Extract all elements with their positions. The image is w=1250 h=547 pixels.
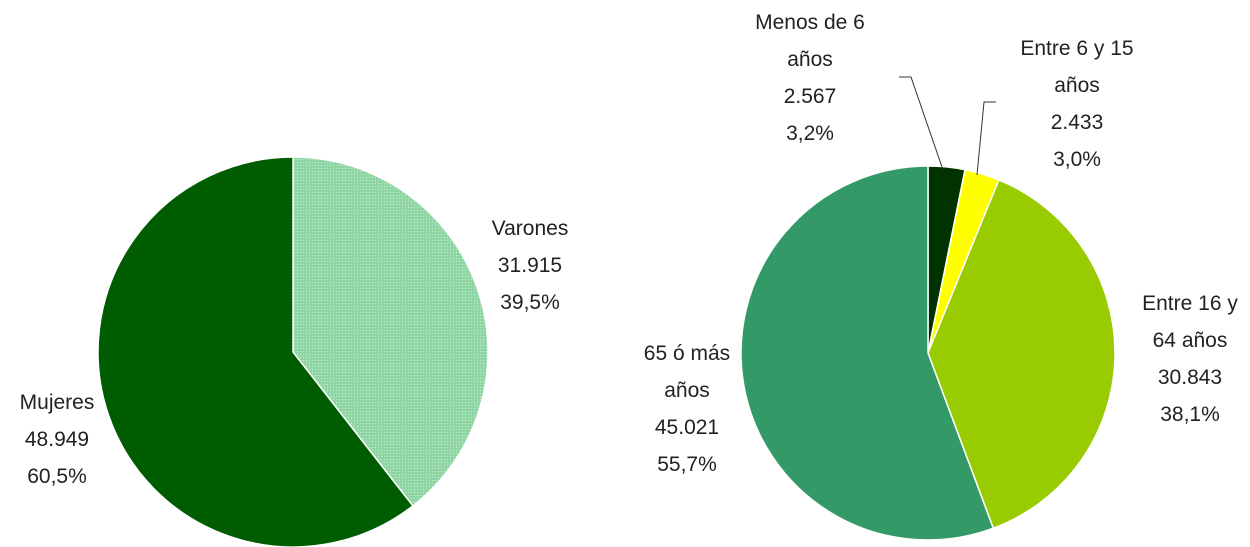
percent-label: 3,0%: [1053, 148, 1101, 171]
pie-slice: [740, 165, 995, 541]
value-label: 31.915: [497, 254, 563, 277]
leader-line: [899, 76, 944, 171]
percent-label: 60,5%: [27, 465, 87, 488]
percent-label: 39,5%: [500, 291, 560, 314]
percent-label: 55,7%: [657, 453, 717, 476]
pie-slice: [927, 178, 1116, 530]
value-label: 2.433: [1050, 111, 1104, 134]
percent-label: 3,2%: [786, 122, 834, 145]
value-label: 30.843: [1157, 366, 1223, 389]
category: Entre 16 y 64 años: [1142, 292, 1238, 352]
leader-line: [976, 101, 996, 176]
data-label: Mujeres 48.949 60,5%: [0, 384, 117, 495]
category: Varones: [491, 217, 569, 240]
value-label: 2.567: [783, 85, 837, 108]
category: Entre 6 y 15 años: [1020, 37, 1134, 97]
data-label: Entre 16 y 64 años 30.843 38,1%: [1130, 285, 1250, 433]
value-label: 45.021: [654, 416, 720, 439]
data-label: 65 ó más años 45.021 55,7%: [632, 335, 742, 483]
data-label: Varones 31.915 39,5%: [465, 210, 595, 321]
data-label: Menos de 6 años 2.567 3,2%: [750, 4, 870, 152]
data-label: Entre 6 y 15 años 2.433 3,0%: [1010, 30, 1145, 178]
category: Mujeres: [19, 391, 95, 414]
value-label: 48.949: [24, 428, 90, 451]
category: Menos de 6 años: [755, 11, 865, 71]
percent-label: 38,1%: [1160, 403, 1220, 426]
pie-slice: [292, 156, 489, 507]
category: 65 ó más años: [643, 342, 731, 402]
pie-slice: [97, 156, 414, 547]
